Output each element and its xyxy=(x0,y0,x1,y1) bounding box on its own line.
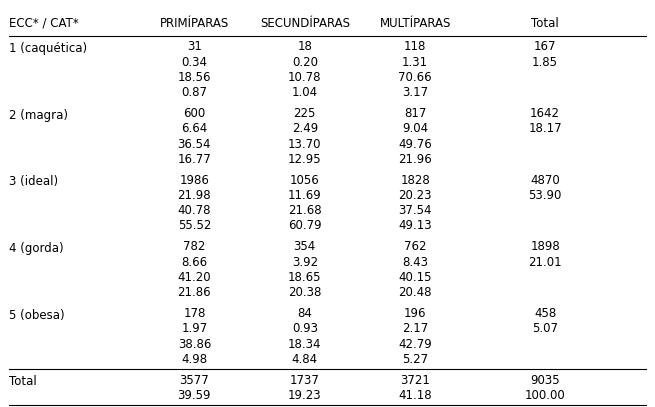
Text: 13.70: 13.70 xyxy=(288,138,322,151)
Text: 2.49: 2.49 xyxy=(291,123,318,136)
Text: 9035: 9035 xyxy=(531,374,560,387)
Text: 354: 354 xyxy=(293,241,316,253)
Text: 167: 167 xyxy=(534,40,556,53)
Text: 1642: 1642 xyxy=(530,107,560,120)
Text: 118: 118 xyxy=(404,40,426,53)
Text: 225: 225 xyxy=(293,107,316,120)
Text: 1.97: 1.97 xyxy=(181,322,208,335)
Text: 5.07: 5.07 xyxy=(532,322,558,335)
Text: 100.00: 100.00 xyxy=(525,389,565,402)
Text: 6.64: 6.64 xyxy=(181,123,208,136)
Text: Total: Total xyxy=(9,375,37,388)
Text: 458: 458 xyxy=(534,307,556,320)
Text: 55.52: 55.52 xyxy=(178,219,211,232)
Text: Total: Total xyxy=(531,17,559,30)
Text: 1898: 1898 xyxy=(530,241,560,253)
Text: 84: 84 xyxy=(297,307,312,320)
Text: 3.17: 3.17 xyxy=(402,86,428,99)
Text: 3.92: 3.92 xyxy=(291,256,318,269)
Text: 21.98: 21.98 xyxy=(178,189,211,202)
Text: 20.23: 20.23 xyxy=(398,189,432,202)
Text: 3577: 3577 xyxy=(179,374,209,387)
Text: 9.04: 9.04 xyxy=(402,123,428,136)
Text: 4870: 4870 xyxy=(530,174,560,187)
Text: 196: 196 xyxy=(404,307,426,320)
Text: 31: 31 xyxy=(187,40,202,53)
Text: 21.01: 21.01 xyxy=(528,256,562,269)
Text: 11.69: 11.69 xyxy=(288,189,322,202)
Text: 18.56: 18.56 xyxy=(178,71,211,84)
Text: 39.59: 39.59 xyxy=(178,389,211,402)
Text: 18.17: 18.17 xyxy=(528,123,562,136)
Text: 5 (obesa): 5 (obesa) xyxy=(9,309,65,322)
Text: 21.68: 21.68 xyxy=(288,204,322,217)
Text: 0.34: 0.34 xyxy=(181,56,208,69)
Text: 1.31: 1.31 xyxy=(402,56,428,69)
Text: 817: 817 xyxy=(404,107,426,120)
Text: 8.66: 8.66 xyxy=(181,256,208,269)
Text: 4 (gorda): 4 (gorda) xyxy=(9,242,64,255)
Text: 782: 782 xyxy=(183,241,206,253)
Text: 21.96: 21.96 xyxy=(398,153,432,166)
Text: 0.93: 0.93 xyxy=(291,322,318,335)
Text: 1.04: 1.04 xyxy=(291,86,318,99)
Text: 3 (ideal): 3 (ideal) xyxy=(9,175,58,188)
Text: 42.79: 42.79 xyxy=(398,337,432,350)
Text: 20.48: 20.48 xyxy=(398,286,432,299)
Text: 41.20: 41.20 xyxy=(178,271,211,284)
Text: 49.13: 49.13 xyxy=(398,219,432,232)
Text: 18: 18 xyxy=(297,40,312,53)
Text: 1 (caquética): 1 (caquética) xyxy=(9,42,87,55)
Text: 49.76: 49.76 xyxy=(398,138,432,151)
Text: 4.98: 4.98 xyxy=(181,353,208,366)
Text: 2 (magra): 2 (magra) xyxy=(9,109,68,122)
Text: 1737: 1737 xyxy=(290,374,320,387)
Text: 70.66: 70.66 xyxy=(398,71,432,84)
Text: 40.15: 40.15 xyxy=(398,271,432,284)
Text: 4.84: 4.84 xyxy=(291,353,318,366)
Text: 12.95: 12.95 xyxy=(288,153,322,166)
Text: 21.86: 21.86 xyxy=(178,286,211,299)
Text: ECC* / CAT*: ECC* / CAT* xyxy=(9,17,79,30)
Text: 1.85: 1.85 xyxy=(532,56,558,69)
Text: 41.18: 41.18 xyxy=(398,389,432,402)
Text: MULTÍPARAS: MULTÍPARAS xyxy=(379,17,451,30)
Text: 5.27: 5.27 xyxy=(402,353,428,366)
Text: 600: 600 xyxy=(183,107,206,120)
Text: 0.20: 0.20 xyxy=(291,56,318,69)
Text: 38.86: 38.86 xyxy=(178,337,211,350)
Text: 18.34: 18.34 xyxy=(288,337,322,350)
Text: 8.43: 8.43 xyxy=(402,256,428,269)
Text: 18.65: 18.65 xyxy=(288,271,322,284)
Text: 1828: 1828 xyxy=(400,174,430,187)
Text: 16.77: 16.77 xyxy=(178,153,212,166)
Text: SECUNDÍPARAS: SECUNDÍPARAS xyxy=(260,17,350,30)
Text: 40.78: 40.78 xyxy=(178,204,211,217)
Text: 20.38: 20.38 xyxy=(288,286,322,299)
Text: 19.23: 19.23 xyxy=(288,389,322,402)
Text: 60.79: 60.79 xyxy=(288,219,322,232)
Text: 3721: 3721 xyxy=(400,374,430,387)
Text: 10.78: 10.78 xyxy=(288,71,322,84)
Text: PRIMÍPARAS: PRIMÍPARAS xyxy=(160,17,229,30)
Text: 36.54: 36.54 xyxy=(178,138,211,151)
Text: 762: 762 xyxy=(404,241,426,253)
Text: 53.90: 53.90 xyxy=(529,189,562,202)
Text: 1986: 1986 xyxy=(179,174,210,187)
Text: 2.17: 2.17 xyxy=(402,322,428,335)
Text: 0.87: 0.87 xyxy=(181,86,208,99)
Text: 1056: 1056 xyxy=(290,174,320,187)
Text: 178: 178 xyxy=(183,307,206,320)
Text: 37.54: 37.54 xyxy=(398,204,432,217)
